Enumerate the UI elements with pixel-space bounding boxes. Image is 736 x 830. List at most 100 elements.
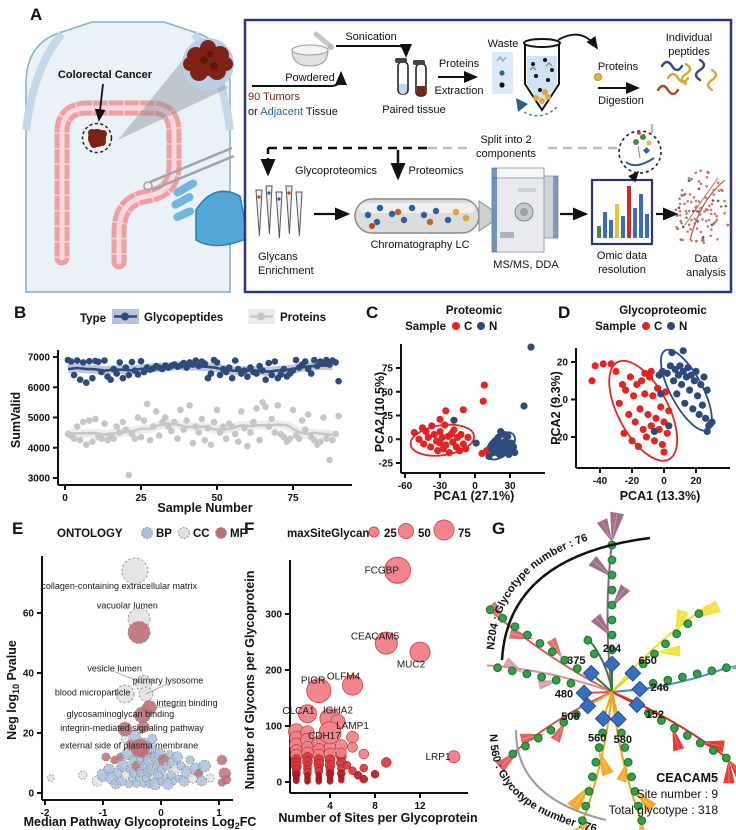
svg-text:0: 0 (387, 435, 393, 446)
paired-tubes-icon (395, 58, 427, 97)
svg-text:blood microparticle: blood microparticle (55, 688, 131, 698)
g-total-glycotype: Total glycotype : 318 (609, 803, 719, 817)
svg-text:-20: -20 (554, 433, 569, 444)
panel-label-b: B (14, 303, 26, 322)
g-arc-top (500, 536, 651, 661)
e-plot: 0 20 40 60 -2 -1 0 1 collagen-containing extrace… (23, 556, 233, 819)
glycoproteomics-label: Glycoproteomics (295, 165, 377, 177)
svg-text:3000: 3000 (28, 474, 51, 485)
svg-text:0: 0 (62, 493, 68, 504)
panel-label-a: A (30, 5, 42, 24)
svg-text:vacuolar lumen: vacuolar lumen (97, 601, 158, 611)
forceps-icon (143, 146, 235, 192)
g-branch (611, 691, 657, 830)
omic-label-1: Omic data (597, 250, 648, 262)
svg-text:OLFM4: OLFM4 (327, 672, 361, 683)
f-legend-title: maxSiteGlycan (287, 528, 369, 540)
svg-text:25: 25 (135, 493, 147, 504)
svg-text:75: 75 (382, 364, 394, 375)
g-protein-label: CEACAM5 (656, 771, 718, 785)
svg-text:integrin-mediated signaling pa: integrin-mediated signaling pathway (60, 723, 204, 733)
cancer-arrow (94, 83, 106, 122)
arm-left (22, 31, 66, 131)
svg-text:300: 300 (265, 610, 282, 621)
g-annotation-bottom: N 560 : Glycotype number : 76 (487, 734, 598, 830)
b-legend-dot-prot (257, 312, 265, 321)
svg-text:0: 0 (472, 481, 478, 492)
panel-label-f: F (244, 519, 254, 538)
mortar-icon (291, 31, 334, 67)
svg-text:collagen-containing extracellu: collagen-containing extracellular matrix (41, 581, 197, 591)
svg-text:480: 480 (555, 689, 573, 701)
e-legend-dot-cc (178, 527, 190, 539)
data-label-2: analysis (686, 267, 726, 279)
analysis-curve-1 (689, 179, 726, 241)
b-legend-dot-glyco (121, 312, 129, 321)
c-legend-title: Sample (405, 321, 446, 333)
waste-label: Waste (488, 38, 519, 50)
svg-text:580: 580 (614, 734, 632, 746)
svg-text:-40: -40 (593, 476, 608, 487)
d-legend-n-label: N (679, 321, 687, 333)
svg-text:204: 204 (603, 643, 622, 655)
svg-text:CEACAM5: CEACAM5 (351, 631, 400, 642)
peptides-label: peptides (668, 46, 710, 58)
svg-text:0: 0 (562, 395, 568, 406)
svg-text:20: 20 (690, 476, 702, 487)
svg-text:FCGBP: FCGBP (365, 565, 400, 576)
svg-text:external side of plasma membra: external side of plasma membrane (60, 741, 198, 751)
waste-strip-icon (492, 52, 513, 94)
g-branch (485, 601, 613, 693)
e-legend-cc-label: CC (193, 528, 210, 540)
msms-label: MS/MS, DDA (493, 259, 559, 271)
svg-text:vesicle lumen: vesicle lumen (87, 664, 142, 674)
data-analysis-icon (674, 169, 730, 244)
workflow-box: Powdered Sonication Paired tissue Protei… (243, 18, 733, 294)
svg-text:4000: 4000 (28, 443, 51, 454)
svg-text:650: 650 (639, 655, 657, 667)
d-legend-title: Sample (595, 321, 636, 333)
svg-text:7000: 7000 (28, 353, 51, 364)
svg-text:152: 152 (646, 709, 664, 721)
to-glycan-arrow (628, 170, 640, 183)
b-legend-title: Type (80, 313, 106, 325)
e-ylabel: Neg log10 Pvalue (5, 640, 21, 740)
falcon-tube-icon (516, 38, 561, 117)
to-proteins-arrow (557, 33, 599, 50)
e-legend-dot-mf (215, 527, 227, 539)
sonication-label: Sonication (345, 31, 396, 43)
f-ylabel: Number of Glycons per Glycoprotein (243, 571, 257, 790)
svg-text:20: 20 (23, 729, 35, 740)
e-legend-title: ONTOLOGY (57, 528, 123, 540)
svg-text:40: 40 (23, 669, 35, 680)
f-legend-75: 75 (458, 528, 471, 540)
b-ylabel: SumValid (9, 392, 23, 448)
glove-hand-icon (171, 179, 249, 247)
c-legend-n-label: N (489, 321, 497, 333)
panel-d: D Glycoproteomic Sample C N PCA2 (9.3%) … (549, 303, 730, 503)
g-tree: 204 650 375 480 246 508 152 560 580 (485, 511, 736, 830)
d-legend-dot-n (667, 322, 675, 330)
svg-text:60: 60 (23, 609, 35, 620)
svg-text:PIGR: PIGR (301, 676, 325, 687)
colon-icon (54, 100, 182, 270)
g-annotation-top: N204 : Glycotype number : 76 (485, 532, 589, 650)
svg-text:12: 12 (414, 801, 426, 812)
svg-text:-60: -60 (398, 481, 413, 492)
g-branch (495, 691, 613, 772)
series-C (588, 360, 673, 456)
svg-text:5000: 5000 (28, 413, 51, 424)
pipette-tips-icon (255, 185, 303, 239)
panel-g: G 204 650 375 480 246 508 152 560 580 N204 : Gly… (485, 511, 736, 830)
svg-text:glycosaminoglycan binding: glycosaminoglycan binding (67, 709, 175, 719)
e-xlabel: Median Pathway Glycoproteins Log2FC (24, 815, 257, 830)
d-xlabel: PCA1 (13.3%) (620, 489, 701, 503)
svg-text:-20: -20 (625, 476, 640, 487)
tumors-label: 90 Tumors (248, 91, 300, 103)
g-hub: 204 650 375 480 246 508 152 560 580 (555, 643, 669, 746)
f-legend-bubble-50 (398, 523, 414, 539)
data-label-1: Data (694, 253, 718, 265)
svg-text:0: 0 (158, 808, 164, 819)
svg-text:50: 50 (211, 493, 223, 504)
